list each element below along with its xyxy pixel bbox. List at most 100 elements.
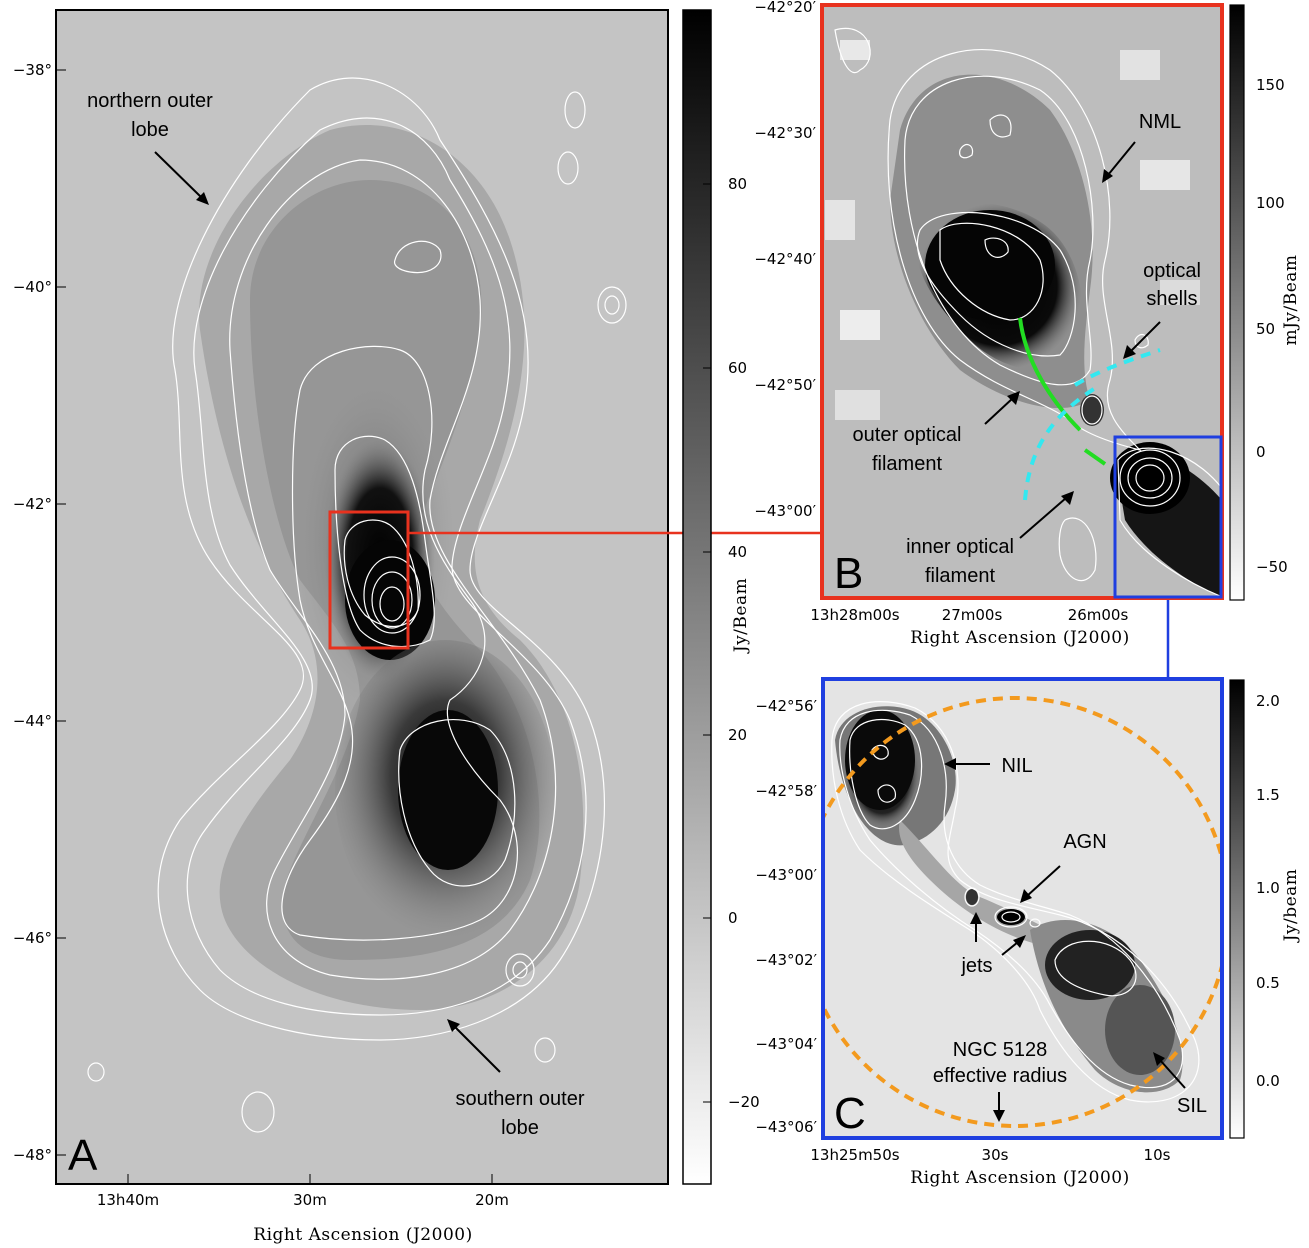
optical-shell-inner <box>1023 383 1102 501</box>
panel-c-y-axis: −42°56′ −42°58′ −43°00′ −43°02′ −43°04′ … <box>755 697 817 1136</box>
panel-a: −38° −40° −42° −44° −46° −48° 13h40m 30m… <box>13 9 850 1245</box>
colorbar-tick-label: 150 <box>1256 76 1285 94</box>
nml-arrow <box>1107 141 1136 176</box>
x-tick-label: 20m <box>475 1191 509 1209</box>
optical-shells-arrow <box>1129 321 1161 353</box>
x-tick-label: 27m00s <box>942 606 1003 624</box>
inner-filament-arrow <box>1019 497 1067 539</box>
panel-b-frame <box>820 3 1224 600</box>
agn-label: AGN <box>1063 831 1106 853</box>
northern-lobe-label-2: lobe <box>131 119 169 141</box>
nil-label: NIL <box>1001 755 1032 777</box>
agn-arrow <box>1026 865 1061 897</box>
panel-b-x-axis-title: Right Ascension (J2000) <box>910 628 1129 648</box>
outer-filament-arrow <box>984 397 1014 425</box>
y-tick-label: −43°00′ <box>754 502 816 520</box>
x-tick-label: 30m <box>293 1191 327 1209</box>
colorbar-tick-label: 1.0 <box>1256 879 1280 897</box>
colorbar-tick-label: 40 <box>728 543 747 561</box>
panel-a-letter: A <box>68 1131 98 1180</box>
x-tick-label: 10s <box>1144 1146 1171 1164</box>
y-tick-label: −42°56′ <box>755 697 817 715</box>
y-tick-label: −43°04′ <box>755 1035 817 1053</box>
panel-b-annotations: NML optical shells outer optical filamen… <box>834 111 1201 598</box>
sil-label: SIL <box>1177 1095 1207 1117</box>
northern-lobe-arrow <box>154 151 203 199</box>
panel-b-image <box>822 5 1222 598</box>
y-tick-label: −43°06′ <box>755 1118 817 1136</box>
ngc-label-1: NGC 5128 <box>953 1039 1048 1061</box>
panel-b-contours <box>834 27 1222 598</box>
x-tick-label: 13h40m <box>97 1191 159 1209</box>
y-tick-label: −48° <box>13 1146 52 1164</box>
panel-a-frame <box>55 9 669 1185</box>
sil-arrow <box>1159 1059 1186 1089</box>
panel-c-x-axis: 13h25m50s 30s 10s Right Ascension (J2000… <box>810 1146 1170 1188</box>
effective-radius-circle <box>823 696 1222 1128</box>
panel-a-x-axis: 13h40m 30m 20m Right Ascension (J2000) <box>97 1174 509 1245</box>
panel-c-image <box>823 679 1222 1138</box>
panel-a-annotations: northern outer lobe southern outer lobe … <box>68 90 585 1180</box>
colorbar-tick-label: 0 <box>728 909 738 927</box>
colorbar-tick-label: 2.0 <box>1256 692 1280 710</box>
southern-lobe-label-1: southern outer <box>456 1088 585 1110</box>
outer-optical-filament <box>1018 317 1082 432</box>
jets-arrow-right <box>1001 941 1019 956</box>
panel-b-colorbar: 150 100 50 0 −50 mJy/Beam <box>1229 4 1301 601</box>
panel-a-x-axis-title: Right Ascension (J2000) <box>253 1225 472 1245</box>
colorbar-tick-label: 0 <box>1256 443 1266 461</box>
southern-lobe-arrow <box>453 1025 501 1073</box>
colorbar-tick-label: 50 <box>1256 320 1275 338</box>
panel-b-letter: B <box>834 549 863 598</box>
colorbar-tick-label: 100 <box>1256 194 1285 212</box>
panel-c-colorbar: 2.0 1.5 1.0 0.5 0.0 Jy/beam <box>1229 679 1301 1139</box>
optical-shells-label-2: shells <box>1146 288 1197 310</box>
panel-b-zoom-box <box>1113 435 1223 599</box>
y-tick-label: −40° <box>13 278 52 296</box>
panel-a-zoom-box <box>328 510 410 650</box>
y-tick-label: −42°30′ <box>754 124 816 142</box>
panel-b: −42°20′ −42°30′ −42°40′ −42°50′ −43°00′ … <box>754 0 1301 712</box>
panel-a-colorbar: 80 60 40 20 0 −20 Jy/Beam <box>682 9 760 1185</box>
y-tick-label: −38° <box>13 61 52 79</box>
y-tick-label: −44° <box>13 712 52 730</box>
y-tick-label: −42°40′ <box>754 250 816 268</box>
colorbar-tick-label: 0.5 <box>1256 974 1280 992</box>
colorbar-tick-label: 80 <box>728 175 747 193</box>
x-tick-label: 13h28m00s <box>810 606 899 624</box>
y-tick-label: −43°02′ <box>755 951 817 969</box>
colorbar-tick-label: 1.5 <box>1256 786 1280 804</box>
panel-c-colorbar-title: Jy/beam <box>1281 869 1301 944</box>
outer-filament-label-1: outer optical <box>853 424 962 446</box>
colorbar-tick-label: 0.0 <box>1256 1072 1280 1090</box>
inner-optical-filament <box>1083 448 1107 466</box>
panel-b-colorbar-title: mJy/Beam <box>1281 254 1301 345</box>
panel-a-colorbar-title: Jy/Beam <box>731 578 751 654</box>
southern-lobe-label-2: lobe <box>501 1117 539 1139</box>
colorbar-tick-label: 60 <box>728 359 747 377</box>
y-tick-label: −42°20′ <box>754 0 816 16</box>
panel-a-contours <box>87 77 627 1133</box>
panel-b-x-axis: 13h28m00s 27m00s 26m00s Right Ascension … <box>810 606 1129 648</box>
colorbar-tick-label: −50 <box>1256 558 1288 576</box>
nml-label: NML <box>1139 111 1181 133</box>
panel-c-letter: C <box>834 1089 866 1138</box>
panel-a-y-axis: −38° −40° −42° −44° −46° −48° <box>13 61 66 1164</box>
x-tick-label: 30s <box>982 1146 1009 1164</box>
panel-c-x-axis-title: Right Ascension (J2000) <box>910 1168 1129 1188</box>
panel-c-contours <box>831 701 1200 1103</box>
panel-a-image <box>56 10 668 1184</box>
jets-label: jets <box>960 955 992 977</box>
colorbar-tick-label: 20 <box>728 726 747 744</box>
colorbar-tick-label: −20 <box>728 1093 760 1111</box>
inner-filament-label-2: filament <box>925 565 995 587</box>
outer-filament-label-2: filament <box>872 453 942 475</box>
x-tick-label: 13h25m50s <box>810 1146 899 1164</box>
optical-shell-outer <box>1073 348 1161 387</box>
x-tick-label: 26m00s <box>1068 606 1129 624</box>
y-tick-label: −43°00′ <box>755 866 817 884</box>
optical-shells-label-1: optical <box>1143 260 1201 282</box>
panel-b-y-axis: −42°20′ −42°30′ −42°40′ −42°50′ −43°00′ <box>754 0 816 520</box>
panel-c-annotations: NIL AGN jets NGC 5128 effective radius S… <box>834 755 1207 1138</box>
panel-c: −42°56′ −42°58′ −43°00′ −43°02′ −43°04′ … <box>755 677 1301 1188</box>
